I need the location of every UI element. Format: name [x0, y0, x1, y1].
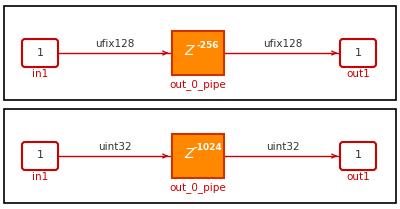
- Text: ufix128: ufix128: [263, 39, 302, 49]
- Bar: [4, 6, 396, 100]
- Text: in1: in1: [32, 172, 48, 182]
- FancyBboxPatch shape: [340, 39, 376, 67]
- FancyBboxPatch shape: [340, 142, 376, 170]
- Text: 1: 1: [36, 150, 44, 161]
- Text: 1: 1: [354, 150, 362, 161]
- Text: out1: out1: [346, 69, 370, 79]
- Text: out_0_pipe: out_0_pipe: [170, 79, 226, 90]
- Text: out1: out1: [346, 172, 370, 182]
- Text: uint32: uint32: [266, 142, 299, 152]
- Text: out_0_pipe: out_0_pipe: [170, 182, 226, 193]
- Text: ufix128: ufix128: [95, 39, 134, 49]
- Bar: [172, 31, 224, 75]
- Text: uint32: uint32: [98, 142, 131, 152]
- FancyBboxPatch shape: [22, 39, 58, 67]
- Text: 1: 1: [36, 47, 44, 57]
- Bar: [172, 134, 224, 178]
- FancyBboxPatch shape: [22, 142, 58, 170]
- Text: $Z$: $Z$: [184, 147, 196, 161]
- Bar: [4, 109, 396, 203]
- Text: -1024: -1024: [194, 144, 222, 153]
- Text: -256: -256: [197, 41, 219, 50]
- Text: in1: in1: [32, 69, 48, 79]
- Text: $Z$: $Z$: [184, 44, 196, 58]
- Text: 1: 1: [354, 47, 362, 57]
